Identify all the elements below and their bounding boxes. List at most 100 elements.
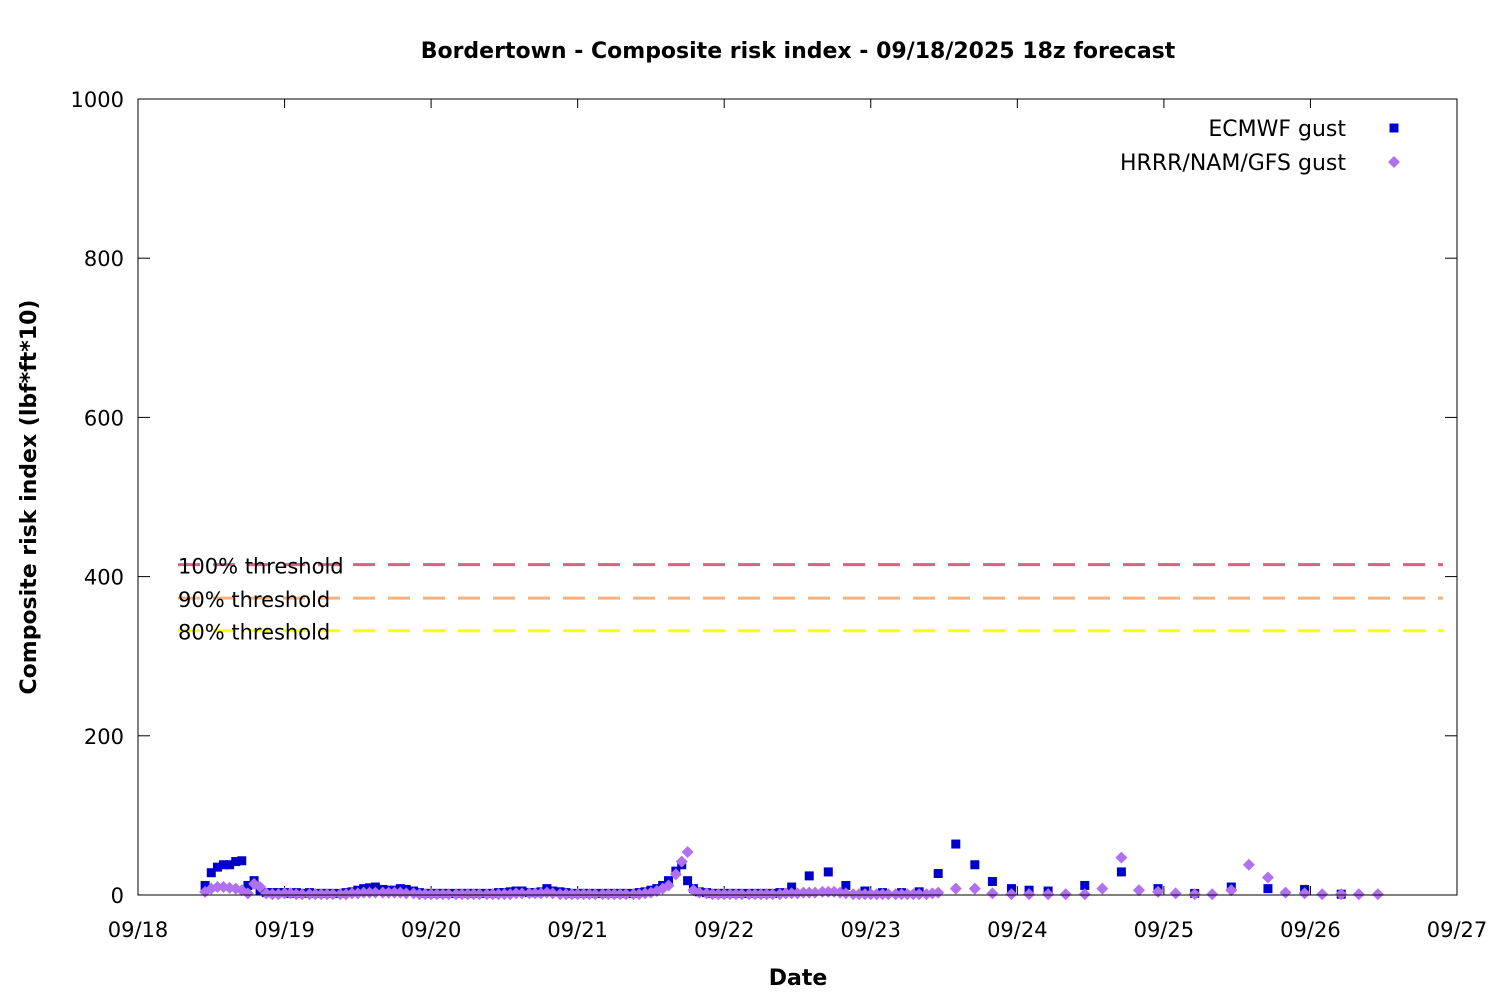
data-point [200, 880, 210, 890]
x-tick-label: 09/19 [254, 918, 315, 942]
data-point [1335, 888, 1348, 901]
y-tick-label: 200 [84, 725, 124, 749]
data-point [913, 888, 926, 901]
data-point [951, 839, 961, 849]
data-point [683, 876, 693, 886]
legend: ECMWF gust HRRR/NAM/GFS gust [1120, 117, 1400, 176]
data-point [1352, 888, 1365, 901]
data-point [839, 887, 852, 900]
data-point [1371, 888, 1384, 901]
data-point [266, 888, 279, 901]
data-point [735, 888, 748, 901]
data-point [1023, 888, 1036, 901]
x-tick-label: 09/21 [547, 918, 608, 942]
data-point [1005, 888, 1018, 901]
data-point [1279, 886, 1292, 899]
data-point [804, 871, 814, 881]
data-point [1132, 884, 1145, 897]
x-axis-label: Date [769, 966, 828, 991]
data-point [693, 886, 706, 899]
legend-label: HRRR/NAM/GFS gust [1120, 151, 1346, 176]
data-point [986, 887, 999, 900]
y-tick-label: 0 [111, 884, 124, 908]
data-point [1263, 884, 1273, 894]
data-point [546, 887, 559, 900]
data-point [1206, 888, 1219, 901]
data-point [933, 869, 943, 879]
data-point [218, 860, 228, 870]
data-point [225, 860, 235, 870]
data-point [823, 867, 833, 877]
data-point [231, 857, 241, 867]
legend-label: ECMWF gust [1208, 117, 1346, 142]
data-points [199, 839, 1384, 901]
data-point [212, 862, 222, 872]
data-point [968, 882, 981, 895]
data-point [515, 887, 528, 900]
data-point [243, 880, 253, 890]
data-point [254, 881, 267, 894]
data-point [442, 888, 455, 901]
x-tick-label: 09/27 [1427, 918, 1488, 942]
data-point [787, 882, 797, 892]
plot-frame [137, 98, 1458, 896]
x-tick-label: 09/25 [1134, 918, 1195, 942]
y-tick-label: 1000 [71, 88, 124, 112]
data-point [970, 860, 980, 870]
threshold-label: 90% threshold [178, 588, 330, 612]
data-point [1078, 888, 1091, 901]
legend-marker [1388, 156, 1400, 168]
axis-ticks: 09/18 09/19 09/20 09/21 09/22 09/23 09/24 09/25… [71, 88, 1488, 942]
y-tick-label: 600 [84, 406, 124, 430]
threshold-lines: 100% threshold 90% threshold 80% threshold [178, 555, 1443, 645]
data-point [681, 846, 694, 859]
x-tick-label: 09/23 [841, 918, 902, 942]
data-point [1080, 880, 1090, 890]
data-point [237, 856, 247, 866]
x-tick-label: 09/18 [108, 918, 169, 942]
data-point [296, 888, 309, 901]
data-point [675, 855, 688, 868]
x-tick-label: 09/22 [694, 918, 755, 942]
threshold-label: 80% threshold [178, 621, 330, 645]
data-point [1115, 851, 1128, 864]
data-point [809, 886, 822, 899]
data-point [326, 888, 339, 901]
data-point [1042, 888, 1055, 901]
data-point [620, 888, 633, 901]
data-point [1116, 867, 1126, 877]
data-point [1096, 882, 1109, 895]
data-point [987, 876, 997, 886]
chart-title: Bordertown - Composite risk index - 09/1… [421, 39, 1176, 64]
data-point [1316, 888, 1329, 901]
threshold-label: 100% threshold [178, 555, 344, 579]
legend-marker [1389, 123, 1399, 133]
data-point [1298, 887, 1311, 900]
data-point [841, 880, 851, 890]
data-point [589, 888, 602, 901]
data-point [206, 868, 216, 878]
data-point [1225, 884, 1238, 897]
data-point [1242, 858, 1255, 871]
data-point [882, 888, 895, 901]
x-tick-label: 09/24 [987, 918, 1048, 942]
data-point [1059, 888, 1072, 901]
x-tick-label: 09/26 [1280, 918, 1341, 942]
y-tick-label: 400 [84, 566, 124, 590]
data-point [241, 887, 254, 900]
data-point [669, 868, 682, 881]
data-point [932, 886, 945, 899]
data-point [949, 882, 962, 895]
series-group [199, 846, 1384, 901]
y-axis-label: Composite risk index (lbf*ft*10) [17, 300, 42, 695]
data-point [1188, 888, 1201, 901]
x-tick-label: 09/20 [401, 918, 462, 942]
data-point [766, 888, 779, 901]
data-point [400, 887, 413, 900]
data-point [211, 881, 224, 894]
data-point [369, 886, 382, 899]
data-point [473, 888, 486, 901]
data-point [1169, 887, 1182, 900]
data-point [662, 879, 675, 892]
